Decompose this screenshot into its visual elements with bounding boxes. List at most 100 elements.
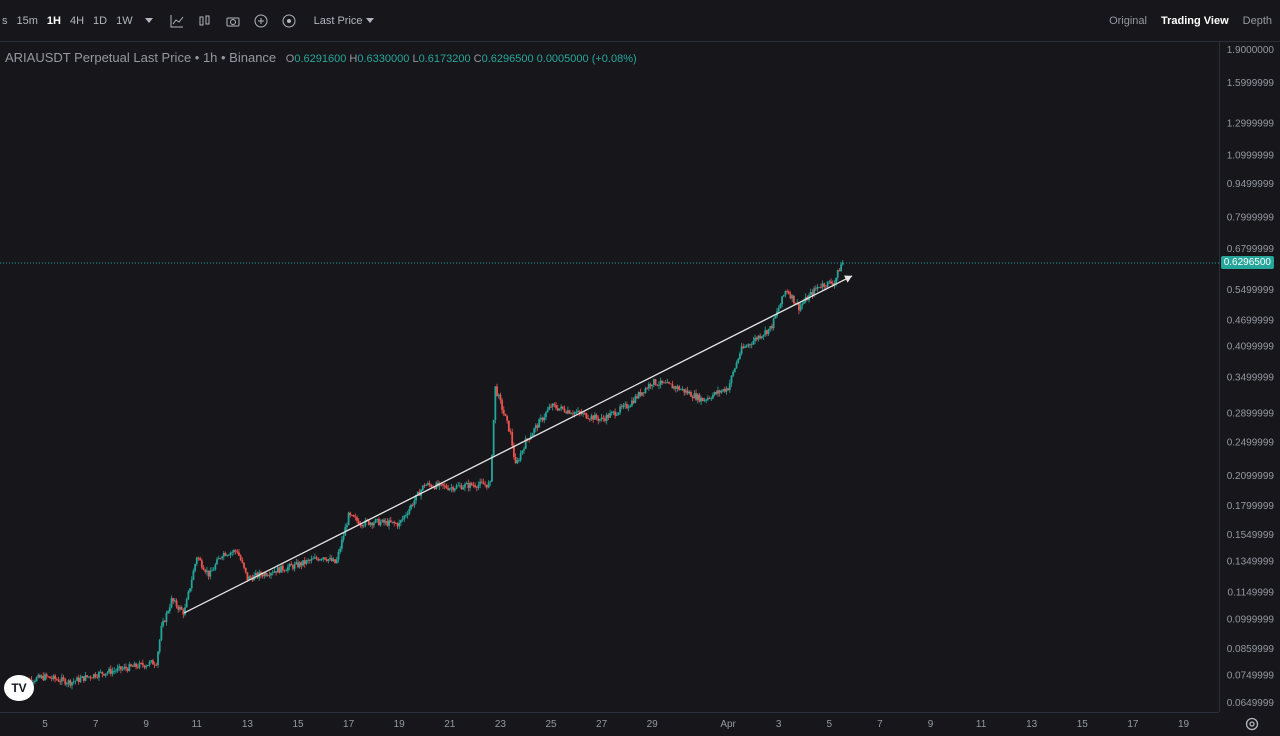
tradingview-logo[interactable]: TV	[4, 675, 34, 701]
y-tick-label: 0.4699999	[1227, 315, 1275, 326]
chart-type-icon[interactable]	[198, 14, 212, 28]
candle-body	[121, 668, 124, 670]
price-axis[interactable]	[1219, 42, 1280, 712]
timeframe-s[interactable]: s	[2, 14, 8, 27]
candle-body	[614, 411, 616, 416]
x-tick-label: 9	[143, 719, 149, 730]
candle-body	[150, 660, 153, 662]
x-tick-label: 13	[1026, 719, 1038, 730]
candle-body	[442, 483, 444, 486]
timeframe-4h[interactable]: 4H	[69, 14, 85, 27]
candle-body	[740, 346, 743, 354]
low-label: L	[412, 53, 419, 65]
candle-body	[118, 666, 121, 668]
candle-body	[647, 384, 650, 389]
time-axis[interactable]	[0, 712, 1219, 735]
candle-body	[462, 487, 465, 490]
candle-body	[514, 456, 517, 464]
candle-body	[116, 667, 119, 671]
candle-body	[679, 389, 682, 391]
view-original[interactable]: Original	[1109, 15, 1147, 27]
candle-body	[474, 485, 476, 488]
candle-body	[340, 539, 343, 549]
candle-body	[819, 286, 822, 288]
candle-body	[572, 413, 574, 415]
timeframe-15m[interactable]: 15m	[16, 14, 38, 27]
x-axis-ticks: 5 7 9 11 13 15 17 19 21 23 25 27 29 Apr 3 5 7 9 11 13 15 17 19	[42, 719, 1189, 730]
candle-body	[50, 678, 53, 680]
candle-body	[135, 663, 137, 667]
candle-body	[588, 418, 591, 420]
candle-body	[651, 384, 654, 387]
candle-body	[728, 383, 731, 391]
candle-body	[690, 391, 692, 397]
candle-body	[836, 270, 839, 278]
candle-body	[528, 439, 530, 441]
candle-body	[413, 500, 416, 506]
timeframe-1h[interactable]: 1H	[46, 14, 61, 27]
low-value: 0.6173200	[418, 53, 471, 65]
candle-body	[77, 677, 80, 682]
y-axis-ticks: 1.9000000 1.5999999 1.2999999 1.0999999 0.94…	[1227, 45, 1275, 709]
candle-body	[312, 558, 315, 560]
y-tick-label: 0.5499999	[1227, 285, 1275, 296]
candle-body	[739, 353, 741, 359]
candle-body	[599, 419, 601, 421]
candle-body	[445, 485, 448, 489]
candle-body	[760, 336, 763, 339]
candle-body	[104, 673, 107, 676]
last-price-dropdown[interactable]: Last Price	[314, 15, 374, 27]
candle-body	[717, 390, 719, 394]
candle-body	[339, 548, 342, 553]
candle-body	[152, 660, 154, 665]
candle-body	[185, 599, 188, 608]
camera-icon[interactable]	[226, 14, 240, 28]
candle-body	[54, 675, 57, 680]
view-trading-view[interactable]: Trading View	[1160, 15, 1229, 27]
candle-body	[609, 413, 611, 418]
indicators-icon[interactable]	[170, 14, 184, 28]
chevron-down-icon[interactable]	[142, 14, 156, 28]
candle-body	[329, 557, 331, 560]
candle-body	[113, 670, 116, 672]
candle-body	[502, 409, 505, 414]
candle-body	[172, 598, 175, 602]
candle-body	[317, 558, 320, 561]
candle-body	[769, 326, 772, 329]
x-tick-label: 5	[42, 719, 48, 730]
candle-body	[673, 386, 676, 389]
candle-body	[447, 488, 450, 491]
candle-body	[801, 303, 804, 306]
symbol-title: ARIAUSDT Perpetual Last Price • 1h • Bin…	[5, 50, 277, 65]
gear-icon[interactable]	[1245, 717, 1259, 731]
add-icon[interactable]	[254, 14, 268, 28]
candle-body	[781, 296, 783, 305]
candle-body	[548, 406, 551, 410]
view-depth[interactable]: Depth	[1242, 15, 1272, 27]
candle-body	[64, 679, 67, 685]
candle-body	[578, 410, 581, 413]
candle-body	[555, 405, 557, 409]
candle-body	[379, 521, 382, 526]
candle-body	[401, 518, 404, 521]
candle-body	[145, 665, 148, 668]
candle-body	[62, 677, 65, 680]
candle-body	[391, 521, 394, 523]
candle-body	[184, 607, 186, 615]
candle-body	[828, 281, 831, 283]
candles	[18, 260, 844, 690]
compare-icon[interactable]	[282, 14, 296, 28]
candle-body	[334, 559, 337, 564]
candle-body	[364, 519, 367, 526]
candle-body	[415, 494, 417, 501]
candle-body	[747, 344, 750, 347]
timeframe-1w[interactable]: 1W	[116, 14, 133, 27]
candle-body	[386, 521, 389, 526]
candle-body	[76, 677, 78, 681]
candle-body	[696, 394, 699, 400]
candle-body	[786, 291, 789, 292]
candle-body	[745, 346, 748, 347]
timeframe-1d[interactable]: 1D	[93, 14, 108, 27]
candle-body	[211, 570, 213, 572]
